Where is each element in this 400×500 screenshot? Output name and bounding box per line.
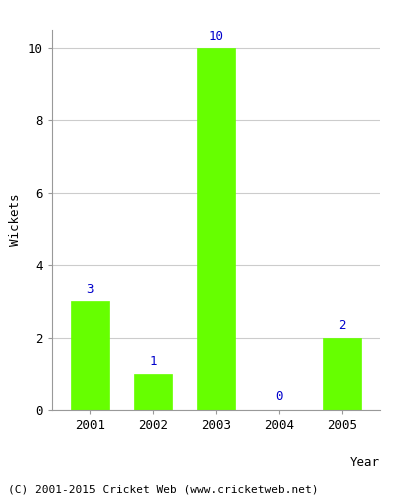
Y-axis label: Wickets: Wickets xyxy=(10,194,22,246)
Text: 10: 10 xyxy=(208,30,224,43)
Text: 2: 2 xyxy=(338,319,346,332)
Bar xyxy=(323,338,361,410)
Bar xyxy=(197,48,235,410)
Text: Year: Year xyxy=(350,456,380,468)
Text: 3: 3 xyxy=(86,283,94,296)
Bar xyxy=(71,302,109,410)
Bar xyxy=(134,374,172,410)
Text: 1: 1 xyxy=(149,356,157,368)
Text: 0: 0 xyxy=(275,390,283,403)
Text: (C) 2001-2015 Cricket Web (www.cricketweb.net): (C) 2001-2015 Cricket Web (www.cricketwe… xyxy=(8,485,318,495)
